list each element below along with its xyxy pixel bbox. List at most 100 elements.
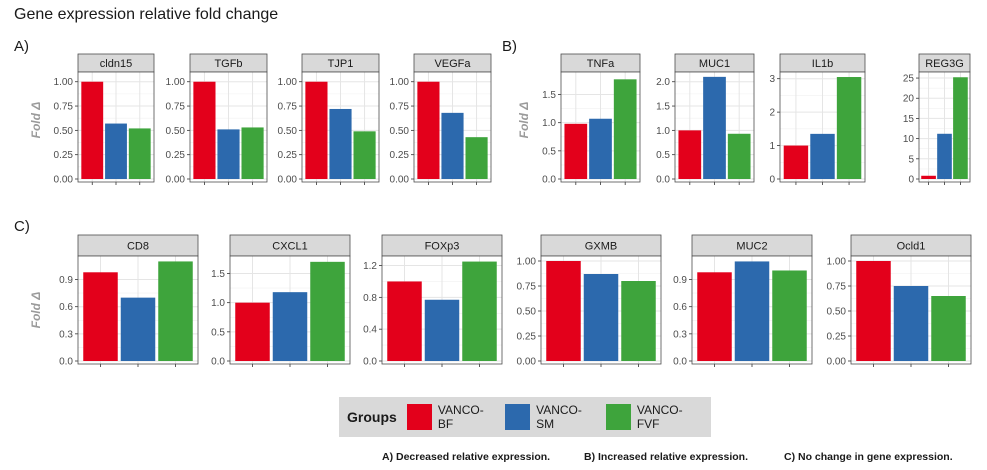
y-tick-label: 0.0 — [656, 175, 670, 186]
y-tick-label: 2.0 — [656, 77, 670, 88]
y-tick-label: 0.6 — [673, 302, 687, 313]
bar-vanco-fvf — [836, 77, 862, 179]
bar-vanco-sm — [329, 108, 352, 179]
y-tick-label: 0.0 — [363, 357, 377, 368]
bar-vanco-fvf — [621, 281, 656, 361]
y-tick-label: 0.00 — [278, 175, 298, 186]
panel-border — [229, 255, 351, 365]
bar-vanco-fvf — [465, 137, 488, 179]
bar-vanco-bf — [305, 81, 328, 179]
y-tick-label: 1.2 — [363, 261, 377, 272]
facet-title: Ocld1 — [897, 241, 926, 253]
legend-swatch-vanco-fvf — [605, 404, 631, 430]
legend-item-vanco-fvf: VANCO-FVF — [605, 403, 703, 431]
y-tick-label: 20 — [903, 94, 915, 105]
y-tick-label: 10 — [903, 134, 915, 145]
y-tick-label: 0.00 — [54, 175, 74, 186]
bar-vanco-bf — [387, 281, 422, 361]
y-tick-label: 1.5 — [542, 90, 556, 101]
legend: Groups VANCO-BF VANCO-SM VANCO-FVF — [339, 397, 711, 437]
facet-title: CD8 — [127, 241, 149, 253]
y-tick-label: 0.75 — [166, 102, 186, 113]
bar-vanco-sm — [441, 112, 464, 179]
panel-border — [560, 71, 641, 183]
bar-vanco-fvf — [727, 133, 751, 179]
bar-vanco-fvf — [128, 128, 151, 179]
panel-border — [381, 255, 503, 365]
bar-vanco-bf — [235, 302, 270, 361]
y-tick-label: 0.0 — [59, 357, 73, 368]
bar-vanco-sm — [120, 297, 156, 361]
y-tick-label: 1.00 — [517, 257, 537, 268]
facet-title: cldn15 — [100, 58, 132, 70]
legend-label: VANCO-BF — [437, 403, 484, 431]
bar-vanco-fvf — [613, 79, 637, 179]
facet-title: REG3G — [925, 58, 964, 70]
bar-vanco-bf — [921, 175, 936, 179]
y-tick-label: 0.00 — [390, 175, 410, 186]
panel-border — [540, 255, 662, 365]
facet-title: MUC1 — [699, 58, 730, 70]
y-tick-label: 0.25 — [278, 150, 298, 161]
y-tick-label: 0.75 — [517, 282, 537, 293]
y-tick-label: 0.25 — [54, 150, 74, 161]
y-tick-label: 0.6 — [59, 302, 73, 313]
panel-border — [779, 71, 866, 183]
y-tick-label: 0.50 — [517, 307, 537, 318]
y-axis-label: Fold Δ — [29, 292, 43, 329]
y-tick-label: 0.00 — [517, 357, 537, 368]
panel-border — [413, 71, 492, 183]
bar-vanco-fvf — [772, 270, 807, 361]
bar-vanco-bf — [856, 261, 891, 361]
y-tick-label: 0.8 — [363, 293, 377, 304]
panel-border — [674, 71, 755, 183]
y-tick-label: 0.9 — [59, 275, 73, 286]
legend-label: VANCO-FVF — [636, 403, 683, 431]
bar-vanco-sm — [937, 133, 952, 179]
bar-vanco-sm — [810, 133, 835, 179]
facet-title: IL1b — [812, 58, 833, 70]
y-tick-label: 0.25 — [166, 150, 186, 161]
y-tick-label: 0.75 — [54, 102, 74, 113]
bar-vanco-bf — [417, 81, 440, 179]
bar-vanco-fvf — [953, 77, 968, 179]
y-tick-label: 1.0 — [211, 298, 225, 309]
panel-label: A) — [14, 38, 29, 55]
legend-swatch-vanco-sm — [504, 404, 531, 430]
panel-border — [77, 71, 155, 183]
bar-vanco-bf — [546, 261, 581, 361]
panel-label: C) — [14, 218, 30, 235]
y-tick-label: 0.3 — [59, 329, 73, 340]
y-tick-label: 5 — [908, 154, 914, 165]
y-tick-label: 0.3 — [673, 329, 687, 340]
y-tick-label: 0.75 — [278, 102, 298, 113]
caption-b: B) Increased relative expression. — [584, 451, 748, 463]
y-tick-label: 1 — [769, 141, 775, 152]
bar-vanco-fvf — [462, 261, 497, 361]
bar-vanco-fvf — [931, 296, 966, 361]
y-tick-label: 0 — [908, 175, 914, 186]
bar-vanco-sm — [217, 129, 240, 179]
bar-vanco-bf — [564, 123, 588, 179]
bar-vanco-fvf — [353, 131, 376, 179]
bar-vanco-sm — [272, 292, 308, 361]
y-tick-label: 0.5 — [542, 146, 556, 157]
y-tick-label: 1.0 — [542, 118, 556, 129]
y-tick-label: 0.0 — [673, 357, 687, 368]
bar-vanco-fvf — [241, 127, 264, 179]
bar-vanco-bf — [783, 145, 809, 179]
y-tick-label: 0.75 — [827, 282, 847, 293]
bar-vanco-bf — [678, 130, 702, 179]
facet-title: TJP1 — [328, 58, 354, 70]
bar-vanco-sm — [893, 286, 929, 361]
y-axis-label: Fold Δ — [517, 102, 531, 139]
y-tick-label: 1.5 — [656, 102, 670, 113]
bar-vanco-bf — [81, 81, 104, 179]
y-tick-label: 0.5 — [211, 327, 225, 338]
facet-title: CXCL1 — [272, 241, 307, 253]
bar-vanco-sm — [734, 261, 770, 361]
y-tick-label: 0.0 — [211, 357, 225, 368]
bar-vanco-sm — [583, 274, 619, 361]
facet-title: MUC2 — [736, 241, 767, 253]
legend-item-vanco-sm: VANCO-SM — [504, 403, 598, 431]
